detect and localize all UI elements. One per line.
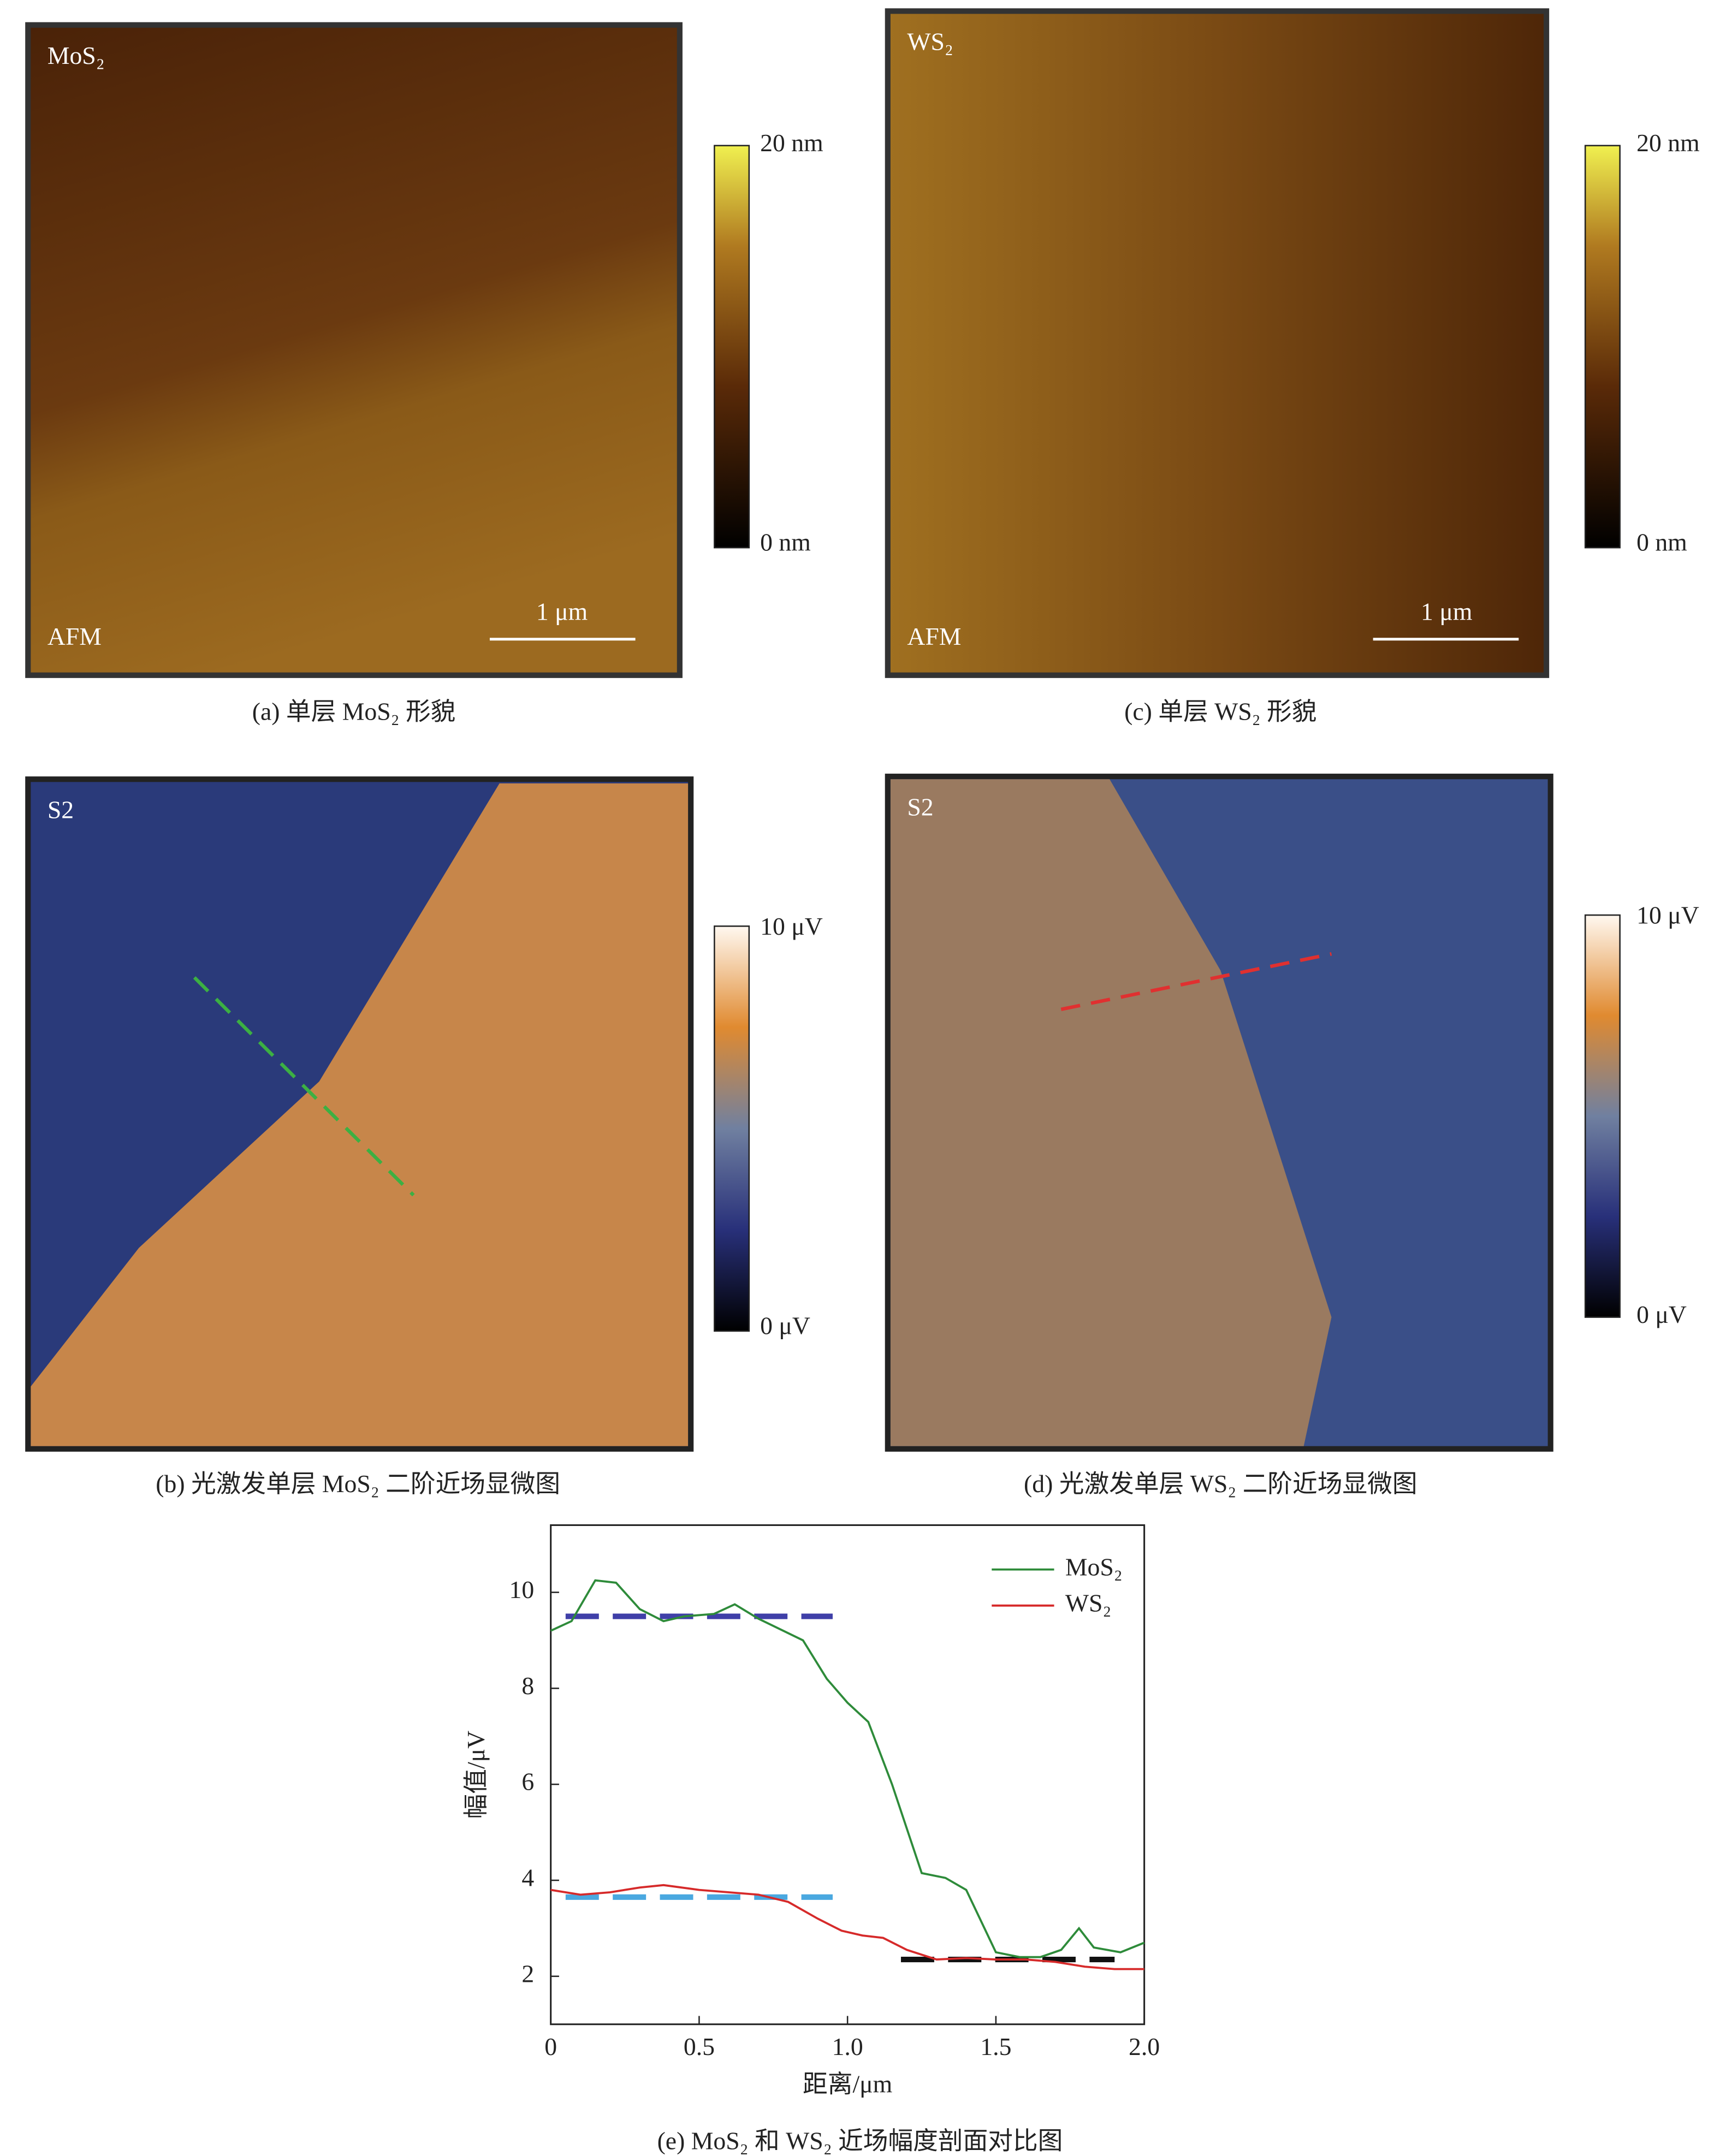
panel-label: WS₂ [907,28,953,56]
colorbar [1584,145,1621,549]
colorbar-max: 10 μV [760,912,823,940]
x-axis-label: 距离/μm [803,2070,892,2098]
y-tick-label: 6 [521,1768,534,1796]
colorbar-max: 20 nm [1636,129,1700,157]
colorbar-max: 20 nm [760,129,823,157]
caption: (c) 单层 WS₂ 形貌 [1124,697,1316,725]
caption: (a) 单层 MoS₂ 形貌 [252,697,456,725]
plot-frame [550,1524,1146,2026]
panel-label: S2 [907,793,933,821]
legend-label: MoS₂ [1065,1553,1123,1581]
caption: (d) 光激发单层 WS₂ 二阶近场显微图 [1024,1470,1417,1498]
caption: (e) MoS₂ 和 WS₂ 近场幅度剖面对比图 [657,2127,1063,2155]
colorbar [1584,914,1621,1318]
colorbar-min: 0 nm [760,528,811,556]
afm-image [25,22,683,678]
y-axis-label: 幅值/μV [462,1731,490,1819]
afm-image [885,8,1550,678]
x-tick-label: 2.0 [1129,2033,1160,2060]
x-tick-label: 0.5 [684,2033,715,2060]
s2-region [31,783,689,1446]
y-tick-label: 2 [521,1959,534,1987]
colorbar-min: 0 μV [1636,1300,1687,1328]
scale-label: 1 μm [1421,598,1472,626]
y-tick-label: 8 [521,1672,534,1700]
panel-label: MoS₂ [48,41,105,69]
colorbar-max: 10 μV [1636,901,1699,929]
x-tick-label: 1.0 [832,2033,863,2060]
caption: (b) 光激发单层 MoS₂ 二阶近场显微图 [156,1470,560,1498]
s2-region [890,779,1332,1446]
profile-line [1060,952,1332,1011]
mode-label: AFM [48,622,102,650]
colorbar-min: 0 nm [1636,528,1687,556]
scale-label: 1 μm [536,598,588,626]
panel-label: S2 [48,796,74,824]
line [550,1884,1144,1970]
colorbar-min: 0 μV [760,1311,810,1339]
legend-label: WS₂ [1065,1589,1112,1617]
x-tick-label: 1.5 [980,2033,1011,2060]
colorbar [714,145,750,549]
y-tick-label: 10 [509,1576,535,1603]
mode-label: AFM [907,622,961,650]
colorbar [714,925,750,1332]
x-tick-label: 0 [544,2033,557,2060]
y-tick-label: 4 [521,1864,534,1892]
line [550,1579,1145,1958]
profile-line [193,976,415,1197]
